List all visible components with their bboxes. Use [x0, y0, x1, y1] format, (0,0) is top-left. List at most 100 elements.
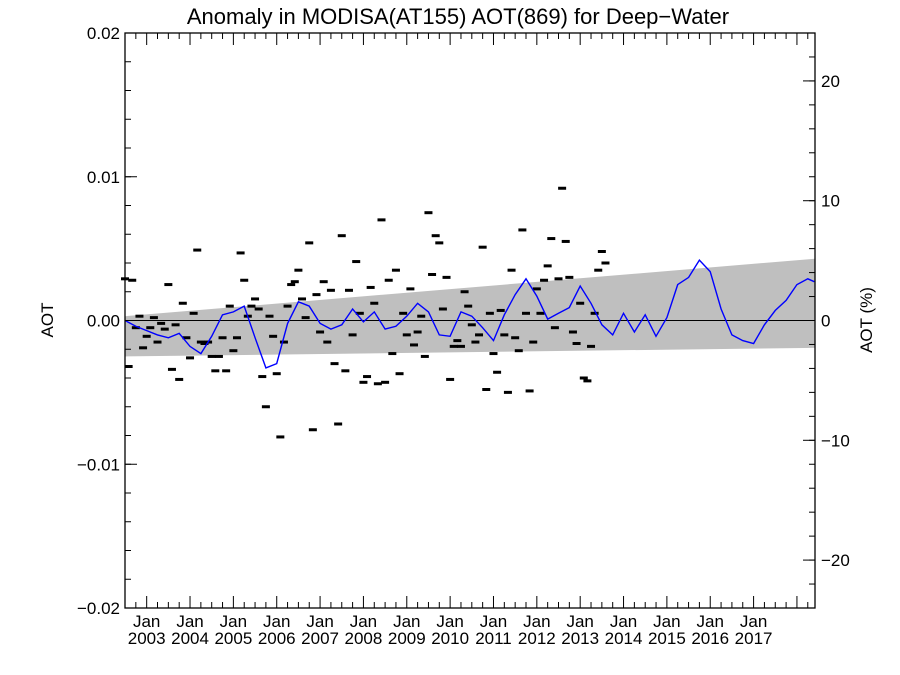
y-right-tick-label-3: 10 [821, 192, 840, 211]
data-point-111 [521, 311, 530, 315]
data-point-73 [384, 278, 393, 282]
data-point-89 [442, 275, 451, 279]
x-tick-label-month-0: Jan [133, 612, 160, 631]
x-tick-label-year-3: 2006 [258, 629, 296, 648]
data-point-92 [453, 339, 462, 343]
data-point-14 [171, 323, 180, 327]
y-left-tick-label-0: −0.02 [77, 599, 120, 618]
x-tick-label-year-4: 2007 [301, 629, 339, 648]
data-point-68 [366, 285, 375, 289]
data-point-101 [485, 311, 494, 315]
data-point-12 [164, 283, 173, 287]
data-point-76 [395, 372, 404, 376]
data-point-48 [294, 268, 303, 272]
data-point-122 [561, 239, 570, 243]
data-point-28 [222, 369, 231, 373]
data-point-67 [363, 375, 372, 379]
data-point-6 [142, 334, 151, 338]
data-point-3 [131, 326, 140, 330]
y-right-tick-label-0: −20 [821, 551, 850, 570]
data-point-42 [272, 372, 281, 376]
running-mean-layer [124, 258, 815, 369]
data-point-97 [471, 340, 480, 344]
data-point-56 [323, 340, 332, 344]
data-point-117 [543, 264, 552, 268]
data-point-94 [460, 290, 469, 294]
data-point-118 [547, 237, 556, 241]
data-point-125 [572, 342, 581, 345]
data-point-52 [308, 428, 317, 432]
data-point-38 [258, 375, 267, 379]
x-tick-label-month-8: Jan [480, 612, 507, 631]
data-point-27 [218, 336, 227, 340]
data-point-4 [135, 314, 144, 318]
data-point-91 [449, 344, 458, 348]
data-point-45 [283, 304, 292, 308]
data-point-103 [493, 370, 502, 374]
data-point-80 [410, 343, 419, 347]
data-point-43 [276, 435, 285, 439]
data-point-32 [236, 251, 245, 255]
data-point-16 [178, 301, 187, 305]
x-tick-label-month-13: Jan [697, 612, 724, 631]
data-point-2 [128, 278, 137, 282]
data-point-78 [402, 333, 411, 337]
x-tick-label-year-6: 2009 [388, 629, 426, 648]
data-point-66 [359, 380, 368, 384]
data-point-131 [594, 268, 603, 272]
x-tick-label-month-9: Jan [523, 612, 550, 631]
data-point-71 [377, 218, 386, 222]
data-point-116 [540, 278, 549, 282]
data-point-127 [579, 376, 588, 380]
data-point-107 [507, 268, 516, 272]
x-tick-label-year-1: 2004 [171, 629, 209, 648]
data-point-49 [298, 297, 307, 301]
data-point-24 [207, 354, 216, 358]
x-tick-label-year-10: 2013 [561, 629, 599, 648]
data-point-83 [420, 354, 429, 358]
data-point-5 [139, 346, 148, 350]
x-tick-label-year-12: 2015 [648, 629, 686, 648]
x-tick-label-year-9: 2012 [518, 629, 556, 648]
data-point-72 [381, 380, 390, 384]
data-point-129 [587, 344, 596, 348]
data-point-57 [326, 288, 335, 292]
data-point-124 [568, 330, 577, 334]
data-point-98 [475, 333, 484, 337]
data-point-108 [511, 336, 520, 340]
data-point-114 [532, 287, 541, 291]
data-point-113 [529, 340, 538, 344]
y-left-tick-label-4: 0.02 [87, 24, 120, 43]
data-point-29 [225, 304, 234, 308]
data-point-123 [565, 275, 574, 279]
data-point-26 [214, 354, 223, 358]
data-point-105 [500, 333, 509, 337]
data-point-100 [482, 388, 491, 391]
x-tick-label-year-14: 2017 [735, 629, 773, 648]
y-left-tick-label-2: 0.00 [87, 312, 120, 331]
y-left-tick-label-3: 0.01 [87, 168, 120, 187]
data-point-70 [373, 382, 382, 386]
running-mean-line [124, 258, 815, 369]
x-tick-label-year-2: 2005 [214, 629, 252, 648]
data-point-93 [456, 344, 465, 348]
data-point-74 [388, 352, 397, 356]
y-right-tick-label-4: 20 [821, 72, 840, 91]
data-point-31 [232, 336, 241, 340]
data-point-25 [211, 369, 220, 373]
x-tick-label-year-8: 2011 [475, 629, 512, 648]
data-point-99 [478, 245, 487, 249]
data-point-8 [149, 316, 158, 320]
x-tick-label-month-7: Jan [436, 612, 463, 631]
data-point-69 [370, 301, 379, 305]
data-point-51 [305, 241, 314, 245]
data-point-36 [251, 297, 260, 301]
data-point-132 [597, 250, 606, 253]
data-point-11 [160, 327, 169, 331]
data-point-95 [464, 304, 473, 308]
data-point-55 [319, 280, 328, 284]
data-point-90 [446, 377, 455, 381]
data-point-30 [229, 349, 238, 353]
data-point-106 [503, 390, 512, 394]
